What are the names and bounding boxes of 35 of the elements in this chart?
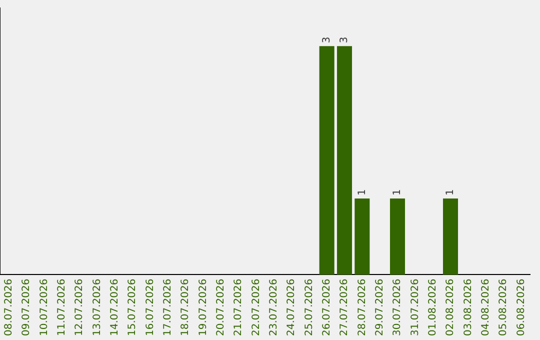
x-tick-label: 24.07.2026 — [286, 278, 298, 336]
x-tick-label: 12.07.2026 — [74, 278, 86, 336]
x-tick-label: 03.08.2026 — [462, 278, 474, 336]
x-tick-label: 22.07.2026 — [250, 278, 262, 336]
x-tick-label: 21.07.2026 — [233, 278, 244, 336]
x-tick-label: 30.07.2026 — [392, 278, 404, 336]
data-label: 1 — [392, 189, 404, 196]
x-tick-label: 31.07.2026 — [410, 278, 421, 336]
x-tick-label: 17.07.2026 — [162, 278, 174, 336]
data-label: 1 — [356, 189, 368, 196]
x-tick-label: 28.07.2026 — [356, 278, 368, 336]
x-tick-label: 18.07.2026 — [180, 278, 192, 336]
x-tick-label: 01.08.2026 — [427, 278, 438, 336]
x-tick-label: 19.07.2026 — [198, 278, 209, 336]
x-tick-label: 27.07.2026 — [339, 278, 350, 336]
x-tick-label: 20.07.2026 — [215, 278, 226, 336]
x-tick-label: 29.07.2026 — [374, 278, 386, 336]
data-label: 1 — [445, 189, 456, 196]
x-tick-label: 16.07.2026 — [144, 278, 156, 336]
x-tick-label: 25.07.2026 — [304, 278, 315, 336]
data-label: 3 — [339, 36, 350, 44]
x-tick-label: 15.07.2026 — [127, 278, 138, 336]
x-tick-label: 14.07.2026 — [109, 278, 120, 336]
x-tick-label: 26.07.2026 — [321, 278, 332, 336]
x-tick-label: 05.08.2026 — [498, 278, 510, 336]
data-label: 3 — [321, 36, 332, 44]
x-tick-label: 09.07.2026 — [21, 278, 32, 336]
x-tick-label: 11.07.2026 — [56, 278, 68, 336]
x-tick-label: 08.07.2026 — [3, 278, 14, 336]
x-tick-label: 23.07.2026 — [268, 278, 280, 336]
x-tick-label: 06.08.2026 — [516, 278, 527, 336]
x-tick-label: 04.08.2026 — [480, 278, 492, 336]
x-tick-label: 10.07.2026 — [38, 278, 50, 336]
x-tick-label: 02.08.2026 — [445, 278, 456, 336]
x-tick-label: 13.07.2026 — [92, 278, 103, 336]
